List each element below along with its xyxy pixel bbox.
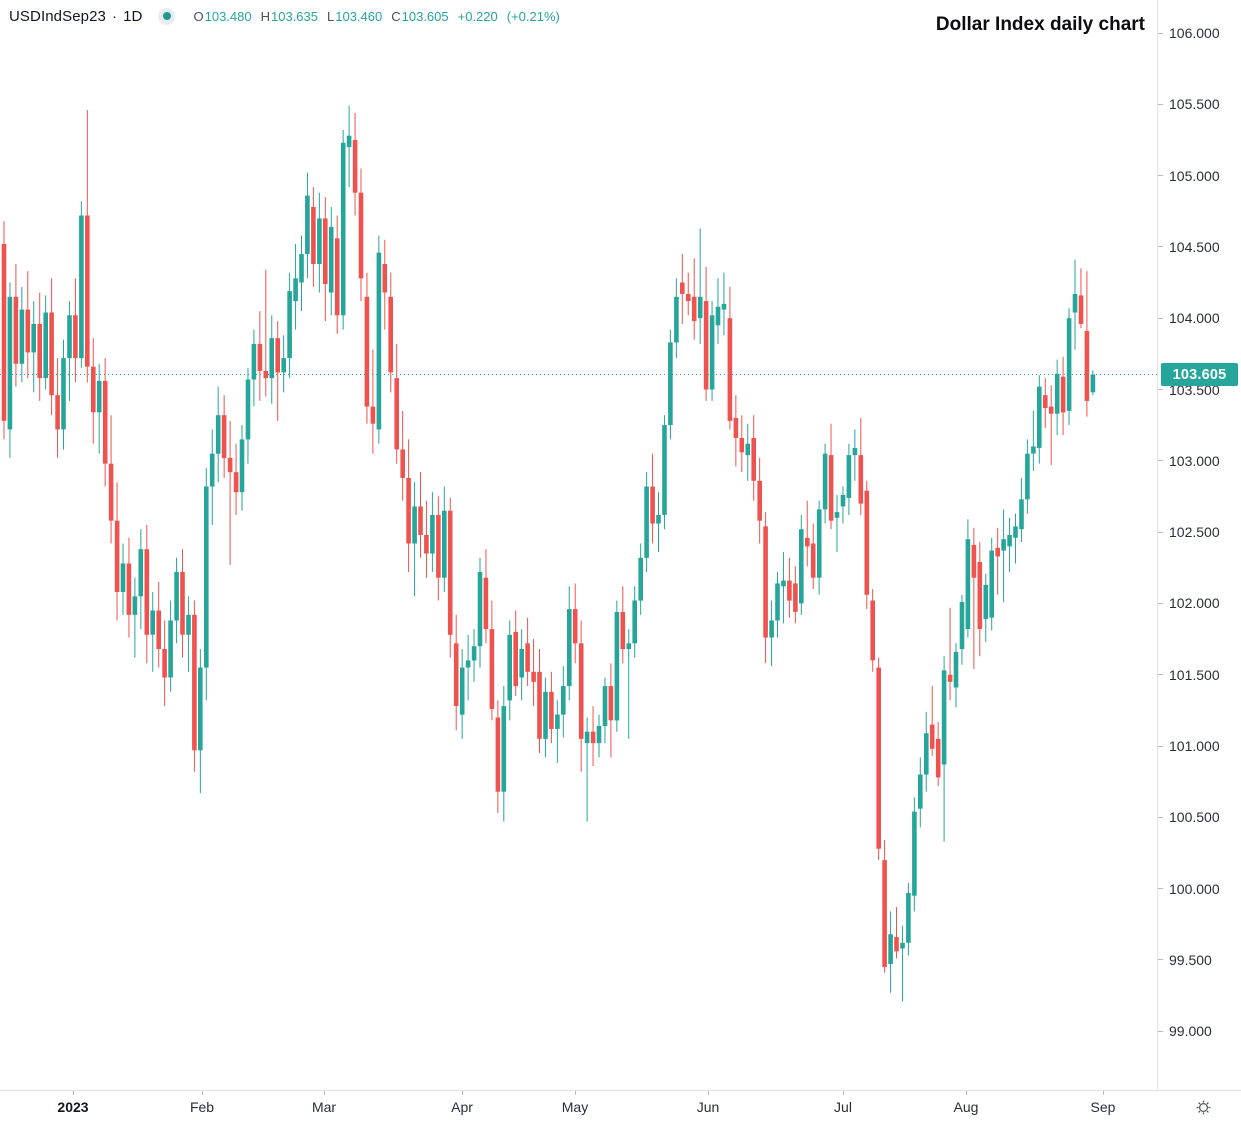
price-axis-tick	[1158, 888, 1163, 890]
time-axis-tick	[708, 1091, 709, 1095]
price-axis-label: 105.500	[1169, 96, 1220, 113]
ohlc-low-value: 103.460	[335, 8, 383, 24]
price-axis-label: 100.000	[1169, 880, 1220, 897]
price-axis-tick	[1158, 246, 1163, 248]
price-axis-tick	[1158, 389, 1163, 390]
price-axis[interactable]: 106.000 105.500 105.000 104.500 104.000 103.5…	[1157, 0, 1241, 1090]
time-axis-label-aug: Aug	[953, 1099, 979, 1115]
chart-title: Dollar Index daily chart	[935, 14, 1145, 35]
ohlc-open-label: O	[193, 8, 204, 24]
price-axis-tick	[1158, 959, 1163, 961]
time-axis-tick	[202, 1091, 203, 1095]
time-axis-label-apr: Apr	[451, 1099, 473, 1115]
price-axis-tick	[1158, 32, 1163, 34]
time-axis-label-may: May	[561, 1099, 589, 1115]
last-price-badge: 103.605	[1161, 363, 1238, 387]
gear-icon[interactable]	[1196, 1100, 1211, 1115]
ohlc-close-value: 103.605	[401, 8, 449, 24]
candlestick-series	[1, 105, 1096, 1002]
price-axis-tick	[1158, 460, 1163, 462]
price-axis-tick	[1158, 745, 1163, 747]
time-axis-tick	[966, 1091, 967, 1095]
legend: USDIndSep23 · 1D O 103.480 H 103.635 L 1…	[9, 6, 560, 26]
price-axis-label: 102.500	[1169, 524, 1220, 541]
price-axis-tick	[1158, 602, 1163, 604]
price-axis-label: 104.500	[1169, 238, 1220, 255]
price-axis-label: 99.500	[1169, 951, 1212, 968]
price-axis-tick	[1158, 1030, 1163, 1032]
time-axis-label-2023: 2023	[57, 1099, 89, 1115]
ohlc-open-value: 103.480	[204, 8, 252, 24]
time-axis[interactable]: 2023 Feb Mar Apr May Jun Jul Aug Sep	[0, 1090, 1241, 1121]
symbol-row: USDIndSep23 · 1D	[9, 8, 142, 25]
price-axis-label: 100.500	[1169, 809, 1220, 826]
market-status-dot	[162, 12, 171, 20]
price-axis-label: 106.000	[1169, 25, 1220, 41]
ohlc-low-label: L	[327, 8, 335, 24]
price-axis-label: 102.000	[1169, 595, 1220, 612]
price-axis-label: 101.500	[1169, 666, 1220, 683]
symbol-name[interactable]: USDIndSep23	[9, 7, 106, 25]
market-status-icon[interactable]	[158, 7, 176, 25]
price-axis-tick	[1158, 317, 1163, 319]
time-axis-label-feb: Feb	[189, 1099, 215, 1115]
time-axis-tick	[843, 1091, 844, 1095]
price-change: +0.220	[457, 8, 498, 24]
plot-area[interactable]	[0, 0, 1157, 1090]
price-axis-label: 101.000	[1169, 738, 1220, 754]
price-axis-tick	[1158, 816, 1163, 818]
ohlc-open: O 103.480	[193, 9, 251, 24]
ohlc-readout: O 103.480 H 103.635 L 103.460 C 103.605 …	[193, 9, 559, 24]
time-axis-tick	[73, 1091, 74, 1095]
price-axis-label: 104.000	[1169, 310, 1220, 327]
ohlc-high: H 103.635	[261, 9, 318, 24]
ohlc-high-value: 103.635	[271, 8, 318, 24]
ohlc-close: C 103.605	[391, 9, 448, 24]
time-axis-label-jul: Jul	[834, 1099, 852, 1115]
ohlc-close-label: C	[391, 8, 401, 24]
price-axis-label: 99.000	[1169, 1023, 1212, 1040]
time-axis-tick	[462, 1091, 463, 1095]
legend-separator: ·	[112, 7, 118, 25]
ohlc-low: L 103.460	[327, 9, 382, 24]
time-axis-label-mar: Mar	[311, 1099, 337, 1115]
price-axis-label: 103.000	[1169, 452, 1220, 469]
interval-selector[interactable]: 1D	[123, 7, 143, 25]
time-axis-label-sep: Sep	[1090, 1099, 1116, 1115]
ohlc-high-label: H	[260, 8, 270, 24]
price-axis-tick	[1158, 103, 1163, 105]
price-axis-tick	[1158, 175, 1163, 177]
time-axis-tick	[575, 1091, 576, 1095]
price-axis-tick	[1158, 531, 1163, 533]
time-axis-tick	[1103, 1091, 1104, 1095]
price-axis-label: 105.000	[1169, 167, 1220, 184]
price-change-pct: (+0.21%)	[506, 8, 560, 24]
time-axis-tick	[324, 1091, 325, 1095]
price-axis-tick	[1158, 674, 1163, 676]
time-axis-label-jun: Jun	[696, 1099, 720, 1115]
